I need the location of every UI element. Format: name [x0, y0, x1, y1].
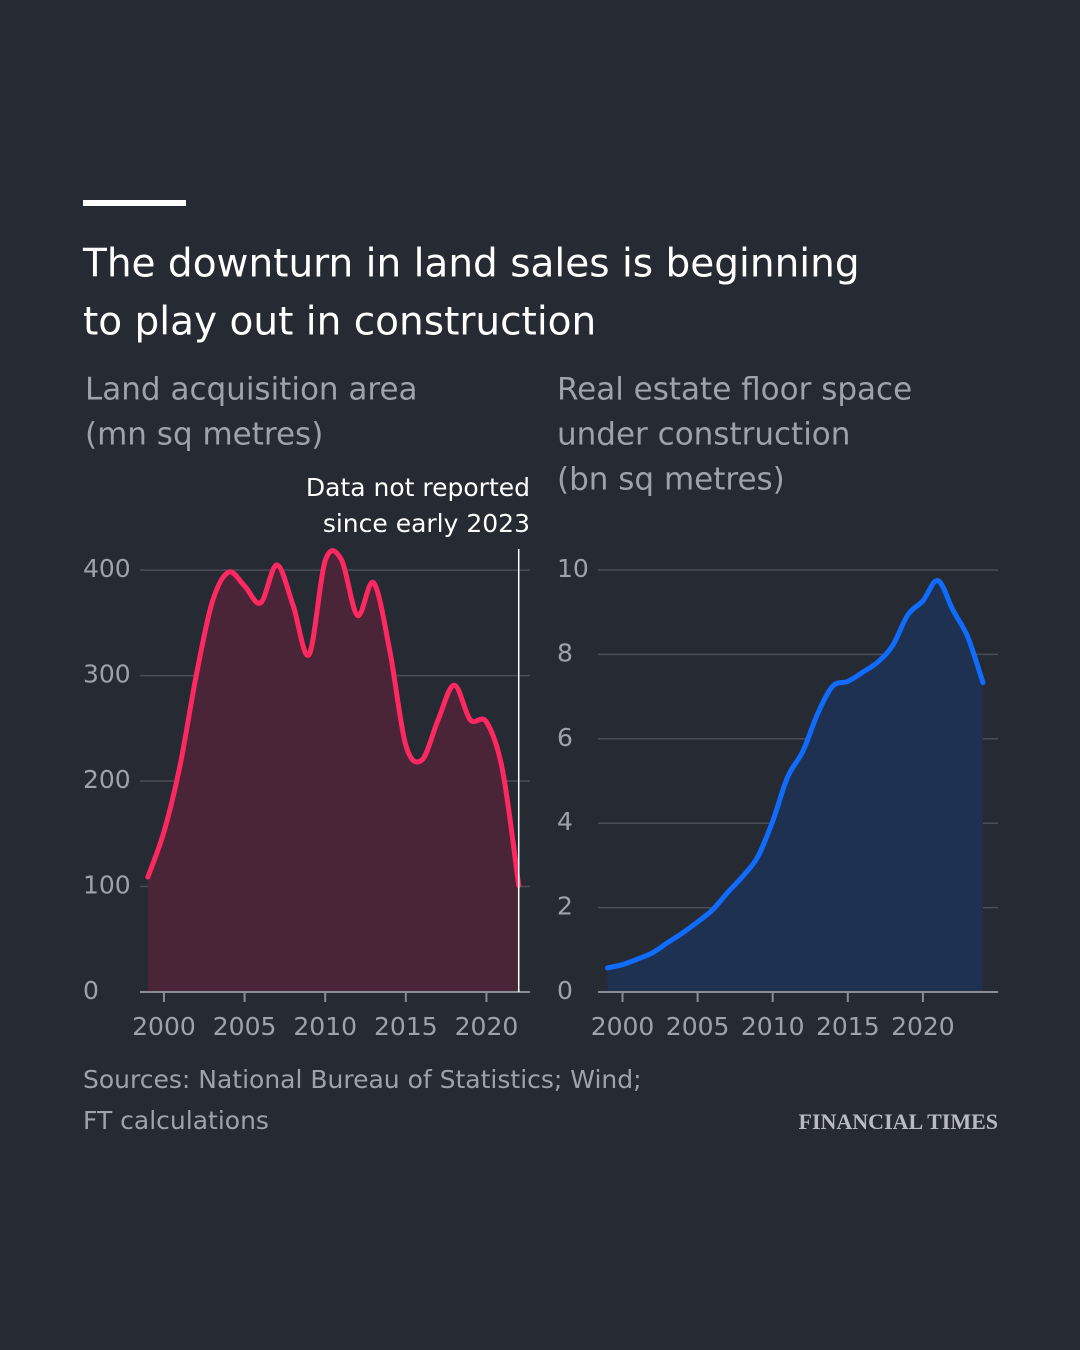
y-tick-label: 4: [557, 807, 573, 836]
x-tick-label: 2015: [816, 1012, 880, 1041]
y-tick-label: 400: [83, 554, 131, 583]
subtitle: Real estate floor space: [557, 372, 912, 408]
y-tick-label: 2: [557, 892, 573, 921]
x-tick-label: 2010: [293, 1012, 357, 1041]
x-tick-label: 2015: [374, 1012, 438, 1041]
accent-bar: [83, 200, 186, 206]
x-tick-label: 2005: [666, 1012, 730, 1041]
area: [147, 550, 519, 992]
subtitle: (mn sq metres): [85, 417, 323, 453]
y-tick-label: 8: [557, 638, 573, 667]
x-tick-label: 2020: [455, 1012, 519, 1041]
y-tick-label: 300: [83, 660, 131, 689]
y-tick-label: 100: [83, 871, 131, 900]
line: [145, 548, 522, 888]
x-tick-label: 2010: [741, 1012, 805, 1041]
y-tick-label: 10: [557, 554, 589, 583]
y-tick-label: 0: [557, 976, 573, 1005]
chart-title: The downturn in land sales is beginning: [82, 242, 860, 287]
subtitle: (bn sq metres): [557, 462, 785, 498]
source: Sources: National Bureau of Statistics; …: [83, 1065, 642, 1094]
annotation: since early 2023: [323, 509, 530, 538]
line: [605, 578, 986, 971]
x-tick-label: 2000: [132, 1012, 196, 1041]
x-tick-label: 2020: [891, 1012, 955, 1041]
chart-title: to play out in construction: [83, 300, 596, 345]
annotation: Data not reported: [306, 473, 530, 502]
subtitle: under construction: [557, 417, 850, 453]
area: [607, 580, 983, 992]
subtitle: Land acquisition area: [85, 372, 418, 408]
source: FT calculations: [83, 1106, 269, 1135]
y-tick-label: 200: [83, 765, 131, 794]
brand: FINANCIAL TIMES: [799, 1109, 998, 1134]
x-tick-label: 2000: [591, 1012, 655, 1041]
x-tick-label: 2005: [213, 1012, 277, 1041]
y-tick-label: 0: [83, 976, 99, 1005]
y-tick-label: 6: [557, 723, 573, 752]
